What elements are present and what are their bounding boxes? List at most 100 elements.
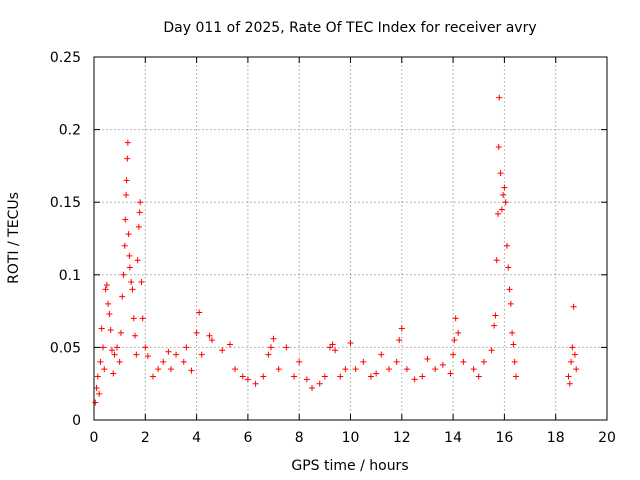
y-tick-label: 0.2 — [59, 123, 81, 139]
x-tick-label: 2 — [141, 430, 150, 446]
data-point — [107, 326, 114, 333]
data-point — [124, 155, 131, 162]
chart-title: Day 011 of 2025, Rate Of TEC Index for r… — [163, 20, 536, 36]
data-point — [501, 184, 508, 191]
data-point — [102, 286, 109, 293]
data-point — [232, 366, 239, 373]
data-point — [252, 380, 259, 387]
x-axis-label: GPS time / hours — [291, 458, 408, 474]
data-point — [167, 366, 174, 373]
data-point — [424, 356, 431, 363]
data-point — [126, 252, 133, 259]
data-point — [511, 358, 518, 365]
data-point — [110, 370, 117, 377]
data-point — [173, 351, 180, 358]
data-point — [488, 347, 495, 354]
data-point — [337, 373, 344, 380]
x-tick-label: 16 — [495, 430, 513, 446]
y-axis-label: ROTI / TECUs — [6, 192, 22, 284]
x-tick-labels: 0 2 4 6 8 10 12 14 16 18 20 — [90, 430, 616, 446]
data-point — [97, 358, 104, 365]
data-point — [244, 376, 251, 383]
data-point — [265, 351, 272, 358]
data-point — [509, 329, 516, 336]
data-point — [155, 366, 162, 373]
data-point — [196, 309, 203, 316]
data-point — [506, 286, 513, 293]
data-point — [99, 344, 106, 351]
x-tick-label: 6 — [243, 430, 252, 446]
data-point — [136, 209, 143, 216]
data-point — [117, 329, 124, 336]
data-point — [512, 373, 519, 380]
data-point — [573, 366, 580, 373]
data-point — [260, 373, 267, 380]
data-point — [309, 385, 316, 392]
data-point — [94, 373, 101, 380]
data-point — [92, 399, 99, 406]
x-tick-label: 18 — [547, 430, 565, 446]
data-point — [108, 347, 115, 354]
data-point — [496, 94, 503, 101]
data-point — [130, 315, 137, 322]
grid-lines — [94, 57, 607, 420]
x-tick-label: 12 — [393, 430, 411, 446]
data-point — [507, 300, 514, 307]
data-point — [570, 303, 577, 310]
data-point — [122, 216, 129, 223]
data-point — [500, 191, 507, 198]
data-point — [419, 373, 426, 380]
data-point — [368, 373, 375, 380]
data-point — [135, 223, 142, 230]
data-point — [283, 344, 290, 351]
data-point — [510, 341, 517, 348]
data-point — [165, 348, 172, 355]
data-point — [133, 351, 140, 358]
data-point — [455, 329, 462, 336]
data-point — [571, 351, 578, 358]
x-tick-label: 14 — [444, 430, 462, 446]
data-point — [125, 231, 132, 238]
data-point — [385, 366, 392, 373]
data-point — [111, 351, 118, 358]
data-point — [452, 315, 459, 322]
data-point — [275, 366, 282, 373]
data-point — [291, 373, 298, 380]
data-point — [498, 206, 505, 213]
y-tick-labels: 0 0.05 0.1 0.15 0.2 0.25 — [50, 50, 81, 429]
data-point — [342, 366, 349, 373]
data-point — [139, 315, 146, 322]
data-point — [132, 332, 139, 339]
data-point — [450, 351, 457, 358]
data-point — [93, 385, 100, 392]
data-point — [352, 366, 359, 373]
data-point — [432, 366, 439, 373]
data-point — [126, 264, 133, 271]
data-point — [239, 373, 246, 380]
data-point — [505, 264, 512, 271]
data-point — [503, 242, 510, 249]
data-point — [480, 358, 487, 365]
data-point — [491, 322, 498, 329]
data-point — [316, 380, 323, 387]
data-point — [566, 380, 573, 387]
data-point — [347, 340, 354, 347]
data-point — [219, 347, 226, 354]
data-point — [492, 312, 499, 319]
data-point — [569, 344, 576, 351]
data-point — [98, 325, 105, 332]
data-point — [326, 344, 333, 351]
y-tick-label: 0.05 — [50, 340, 81, 356]
data-point — [116, 358, 123, 365]
data-point — [321, 373, 328, 380]
data-point — [142, 344, 149, 351]
data-point — [114, 344, 121, 351]
data-point — [460, 358, 467, 365]
data-point — [183, 344, 190, 351]
data-point — [393, 358, 400, 365]
data-point — [124, 139, 131, 146]
data-point — [403, 366, 410, 373]
data-point — [447, 370, 454, 377]
data-point — [565, 373, 572, 380]
